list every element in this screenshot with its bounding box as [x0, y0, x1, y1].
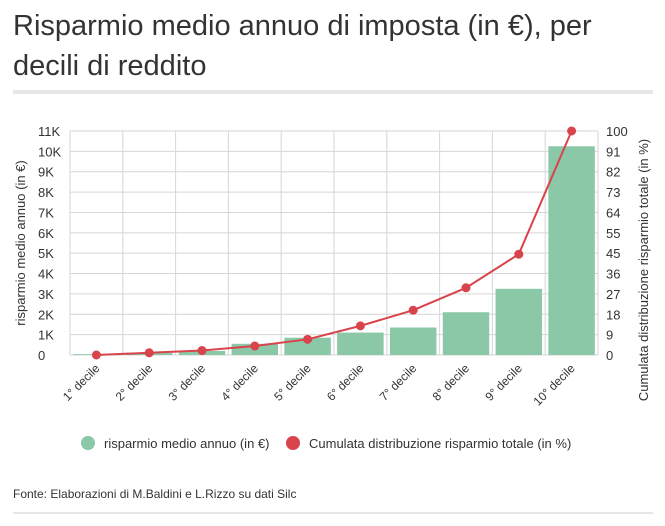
legend-label-bars: risparmio medio annuo (in €) [104, 436, 269, 451]
y2-tick-label: 73 [606, 185, 620, 200]
line-point [250, 341, 260, 351]
x-tick-label: 7° decile [377, 361, 420, 404]
x-tick-label: 5° decile [271, 361, 314, 404]
bar [284, 337, 331, 355]
title-divider [13, 90, 653, 94]
y2-tick-label: 82 [606, 165, 620, 180]
y2-axis-label: Cumulata distribuzione risparmio totale … [636, 139, 651, 401]
y-tick-label: 10K [38, 144, 61, 159]
x-tick-label: 10° decile [530, 361, 577, 408]
legend-label-line: Cumulata distribuzione risparmio totale … [309, 436, 571, 451]
line-point [144, 348, 154, 358]
line-point [303, 334, 313, 344]
y2-tick-label: 55 [606, 226, 620, 241]
y-tick-label: 6K [38, 226, 54, 241]
x-tick-label: 1° decile [60, 361, 103, 404]
y2-tick-label: 27 [606, 287, 620, 302]
y2-tick-label: 18 [606, 307, 620, 322]
y-tick-label: 2K [38, 307, 54, 322]
y-tick-label: 4K [38, 267, 54, 282]
y-tick-label: 5K [38, 246, 54, 261]
y2-tick-label: 36 [606, 267, 620, 282]
x-tick-label: 8° decile [430, 361, 473, 404]
y2-tick-label: 64 [606, 205, 620, 220]
bar [495, 288, 543, 355]
cumulative-line [96, 130, 573, 356]
y-tick-label: 9K [38, 165, 54, 180]
y-tick-label: 7K [38, 205, 54, 220]
bar [337, 332, 384, 355]
x-tick-label: 9° decile [482, 361, 525, 404]
y2-tick-label: 9 [606, 328, 613, 343]
line-point [91, 350, 101, 360]
x-tick-label: 6° decile [324, 361, 367, 404]
y-tick-label: 1K [38, 328, 54, 343]
line-point [408, 305, 418, 315]
y2-tick-label: 0 [606, 348, 613, 363]
y2-tick-label: 45 [606, 246, 620, 261]
legend-swatch-bars [81, 436, 95, 450]
y-tick-label: 11K [38, 124, 60, 139]
y-tick-label: 3K [38, 287, 54, 302]
line-point [355, 321, 365, 331]
legend-swatch-line [286, 436, 300, 450]
bar [548, 146, 595, 355]
line-point [514, 249, 524, 259]
bar [389, 327, 437, 355]
y-tick-label: 8K [38, 185, 54, 200]
source-note: Fonte: Elaborazioni di M.Baldini e L.Riz… [13, 487, 297, 501]
footer-divider [13, 512, 653, 514]
y2-tick-label: 91 [606, 144, 620, 159]
y-axis-label: risparmio medio annuo (in €) [13, 160, 28, 325]
chart-title: Risparmio medio annuo di imposta (in €),… [13, 10, 592, 82]
x-tick-label: 2° decile [113, 361, 156, 404]
x-tick-label: 3° decile [166, 361, 209, 404]
bar [442, 312, 490, 355]
line-point [197, 346, 207, 356]
y-tick-label: 0 [38, 348, 45, 363]
y2-tick-label: 100 [606, 124, 628, 139]
line-point [567, 126, 577, 136]
x-tick-label: 4° decile [218, 361, 261, 404]
line-point [461, 283, 471, 293]
